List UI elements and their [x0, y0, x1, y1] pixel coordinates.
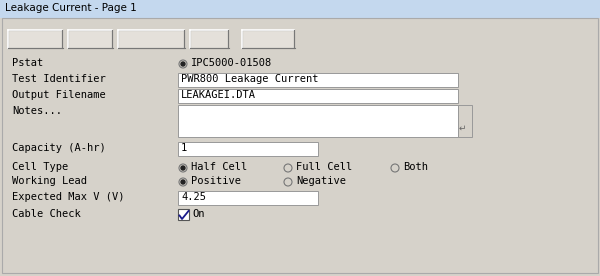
Bar — [178, 89, 458, 103]
Text: Notes...: Notes... — [12, 106, 62, 116]
Text: Capacity (A-hr): Capacity (A-hr) — [12, 143, 106, 153]
Text: Pstat: Pstat — [12, 58, 43, 68]
Bar — [118, 30, 184, 48]
Bar — [8, 30, 62, 48]
Circle shape — [391, 164, 399, 172]
Text: PWR800 Leakage Current: PWR800 Leakage Current — [181, 74, 319, 84]
Text: Working Lead: Working Lead — [12, 176, 87, 186]
Text: Expected Max V (V): Expected Max V (V) — [12, 192, 125, 202]
Text: Positive: Positive — [191, 176, 241, 186]
Bar — [190, 30, 228, 48]
Bar — [242, 30, 294, 48]
Text: Half Cell: Half Cell — [191, 162, 247, 172]
Text: Cancel: Cancel — [250, 34, 286, 44]
Bar — [178, 142, 318, 156]
Text: Cell Type: Cell Type — [12, 162, 68, 172]
Text: Full Cell: Full Cell — [296, 162, 352, 172]
Text: 4.25: 4.25 — [181, 192, 206, 202]
Bar — [68, 30, 112, 48]
Text: OK: OK — [202, 34, 217, 44]
Bar — [178, 73, 458, 87]
Text: Output Filename: Output Filename — [12, 90, 106, 100]
Text: Negative: Negative — [296, 176, 346, 186]
Circle shape — [179, 164, 187, 172]
Text: 1: 1 — [181, 143, 187, 153]
Text: LEAKAGEI.DTA: LEAKAGEI.DTA — [181, 90, 256, 100]
Circle shape — [284, 178, 292, 186]
Text: Restore: Restore — [131, 34, 171, 44]
Circle shape — [181, 166, 185, 170]
Bar — [178, 209, 189, 220]
Bar — [178, 105, 458, 137]
Circle shape — [284, 164, 292, 172]
Text: Leakage Current - Page 1: Leakage Current - Page 1 — [5, 3, 137, 13]
Circle shape — [179, 60, 187, 68]
Text: Cable Check: Cable Check — [12, 209, 81, 219]
Text: Save: Save — [77, 34, 103, 44]
Text: Default: Default — [16, 34, 54, 44]
Text: Both: Both — [403, 162, 428, 172]
Bar — [178, 191, 318, 205]
Text: Test Identifier: Test Identifier — [12, 74, 106, 84]
Circle shape — [179, 178, 187, 186]
Text: On: On — [192, 209, 205, 219]
Text: ↵: ↵ — [459, 124, 467, 133]
Circle shape — [181, 180, 185, 184]
Bar — [458, 105, 472, 137]
Bar — [0, 0, 600, 18]
Text: IPC5000-01508: IPC5000-01508 — [191, 58, 272, 68]
Circle shape — [181, 62, 185, 66]
